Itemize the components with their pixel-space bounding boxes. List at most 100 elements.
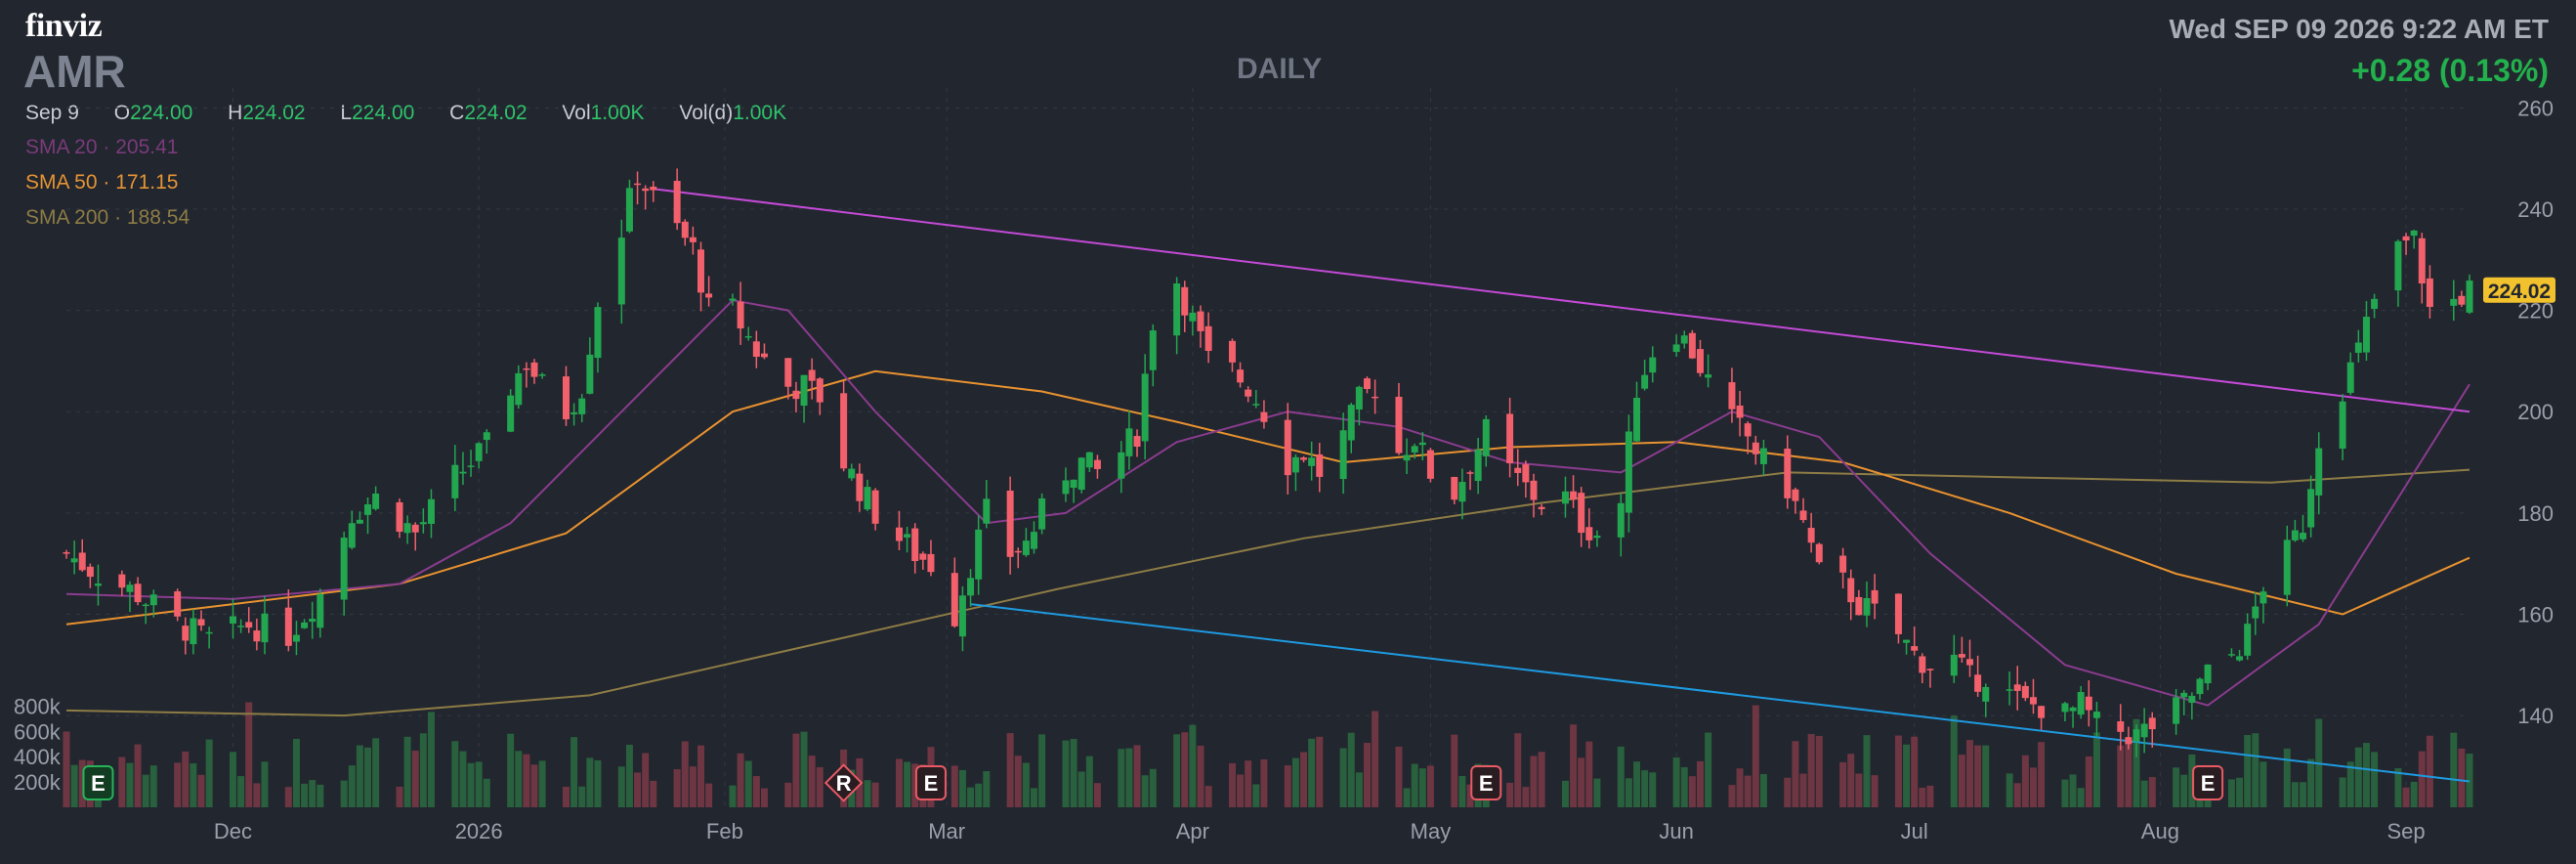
candle-body[interactable] (2394, 240, 2402, 291)
candle-body[interactable] (2204, 664, 2212, 684)
candle-body[interactable] (1133, 436, 1141, 448)
candle-body[interactable] (642, 188, 650, 192)
candle-body[interactable] (1792, 489, 1799, 501)
candle-body[interactable] (403, 523, 411, 534)
candle-body[interactable] (1149, 330, 1157, 370)
candle-body[interactable] (1538, 506, 1545, 509)
candle-body[interactable] (2339, 401, 2346, 449)
candle-body[interactable] (1403, 454, 1411, 461)
candle-body[interactable] (2029, 697, 2037, 705)
candle-body[interactable] (808, 369, 816, 381)
candle-body[interactable] (1030, 532, 1037, 549)
candle-body[interactable] (2180, 692, 2188, 698)
candle-body[interactable] (1260, 411, 1268, 422)
candle-body[interactable] (2196, 678, 2204, 695)
candle-body[interactable] (78, 552, 86, 571)
candle-body[interactable] (1903, 639, 1911, 643)
candle-body[interactable] (2315, 448, 2323, 496)
candle-body[interactable] (2371, 298, 2379, 310)
candle-body[interactable] (705, 293, 713, 298)
candle-body[interactable] (1871, 589, 1879, 604)
candle-body[interactable] (1451, 476, 1458, 500)
candle-body[interactable] (2426, 278, 2433, 307)
candle-body[interactable] (1522, 464, 1530, 483)
candle-body[interactable] (261, 613, 269, 643)
candle-body[interactable] (983, 498, 991, 524)
candle-body[interactable] (1894, 593, 1902, 634)
candle-body[interactable] (1093, 459, 1101, 469)
candle-body[interactable] (284, 607, 292, 646)
candle-body[interactable] (2013, 684, 2021, 691)
event-marker-r[interactable]: R (823, 763, 864, 802)
candle-body[interactable] (2188, 695, 2196, 704)
candles[interactable] (63, 168, 2473, 757)
candle-body[interactable] (2354, 342, 2362, 353)
candle-body[interactable] (1688, 332, 1696, 359)
candle-body[interactable] (1077, 457, 1085, 491)
candle-body[interactable] (1617, 502, 1625, 538)
candle-body[interactable] (2021, 685, 2029, 699)
candle-body[interactable] (967, 578, 975, 596)
candle-body[interactable] (309, 619, 317, 623)
candle-body[interactable] (1141, 373, 1149, 442)
candle-body[interactable] (2117, 721, 2125, 732)
candle-body[interactable] (681, 221, 689, 238)
candle-body[interactable] (182, 626, 190, 641)
candle-body[interactable] (594, 307, 602, 359)
candle-body[interactable] (848, 468, 856, 479)
candle-body[interactable] (118, 574, 126, 588)
candle-body[interactable] (2458, 295, 2466, 305)
candle-body[interactable] (1728, 382, 1736, 410)
candle-body[interactable] (1561, 491, 1569, 504)
candle-body[interactable] (1355, 386, 1363, 410)
candle-body[interactable] (2038, 706, 2046, 718)
candle-body[interactable] (919, 553, 927, 560)
candle-body[interactable] (1926, 669, 1934, 670)
candle-body[interactable] (1705, 374, 1712, 378)
candle-body[interactable] (1197, 311, 1204, 331)
candle-body[interactable] (530, 362, 538, 377)
candle-body[interactable] (427, 498, 435, 524)
candle-body[interactable] (1245, 389, 1252, 397)
candle-body[interactable] (1799, 510, 1807, 521)
candle-body[interactable] (562, 376, 570, 419)
candle-body[interactable] (760, 353, 768, 358)
candle-body[interactable] (1974, 674, 1982, 692)
candle-body[interactable] (475, 443, 483, 461)
candle-body[interactable] (1347, 405, 1355, 441)
candle-body[interactable] (1466, 472, 1474, 474)
candle-body[interactable] (2227, 654, 2235, 656)
candle-body[interactable] (1038, 497, 1046, 530)
candle-body[interactable] (856, 473, 864, 501)
candle-body[interactable] (792, 390, 800, 400)
candle-body[interactable] (1958, 654, 1965, 658)
candle-body[interactable] (871, 490, 879, 524)
candle-body[interactable] (126, 584, 134, 592)
sma200-legend[interactable]: SMA 200 · 188.54 (25, 206, 190, 229)
candle-body[interactable] (673, 181, 681, 224)
sma20-legend[interactable]: SMA 20 · 205.41 (25, 136, 179, 158)
candle-body[interactable] (1173, 282, 1181, 336)
candle-body[interactable] (1672, 344, 1680, 353)
candle-body[interactable] (2402, 236, 2410, 241)
candle-body[interactable] (617, 238, 625, 305)
candle-body[interactable] (2173, 697, 2180, 724)
candle-body[interactable] (515, 372, 523, 406)
candle-body[interactable] (2061, 703, 2069, 713)
candle-body[interactable] (2410, 230, 2418, 237)
candle-body[interactable] (1633, 398, 1641, 442)
event-marker-e[interactable]: E (914, 765, 947, 800)
lower-trendline[interactable] (970, 603, 2470, 783)
candle-body[interactable] (467, 465, 475, 467)
candle-body[interactable] (1291, 456, 1299, 473)
candle-body[interactable] (1570, 491, 1578, 500)
candle-body[interactable] (958, 595, 966, 637)
candle-body[interactable] (2148, 717, 2156, 730)
candle-body[interactable] (975, 529, 983, 580)
event-marker-e[interactable]: E (1470, 765, 1502, 800)
candle-body[interactable] (1339, 430, 1347, 480)
candle-body[interactable] (2069, 707, 2077, 712)
candle-body[interactable] (2418, 238, 2426, 284)
candle-body[interactable] (2450, 298, 2458, 306)
candle-body[interactable] (1839, 555, 1847, 573)
